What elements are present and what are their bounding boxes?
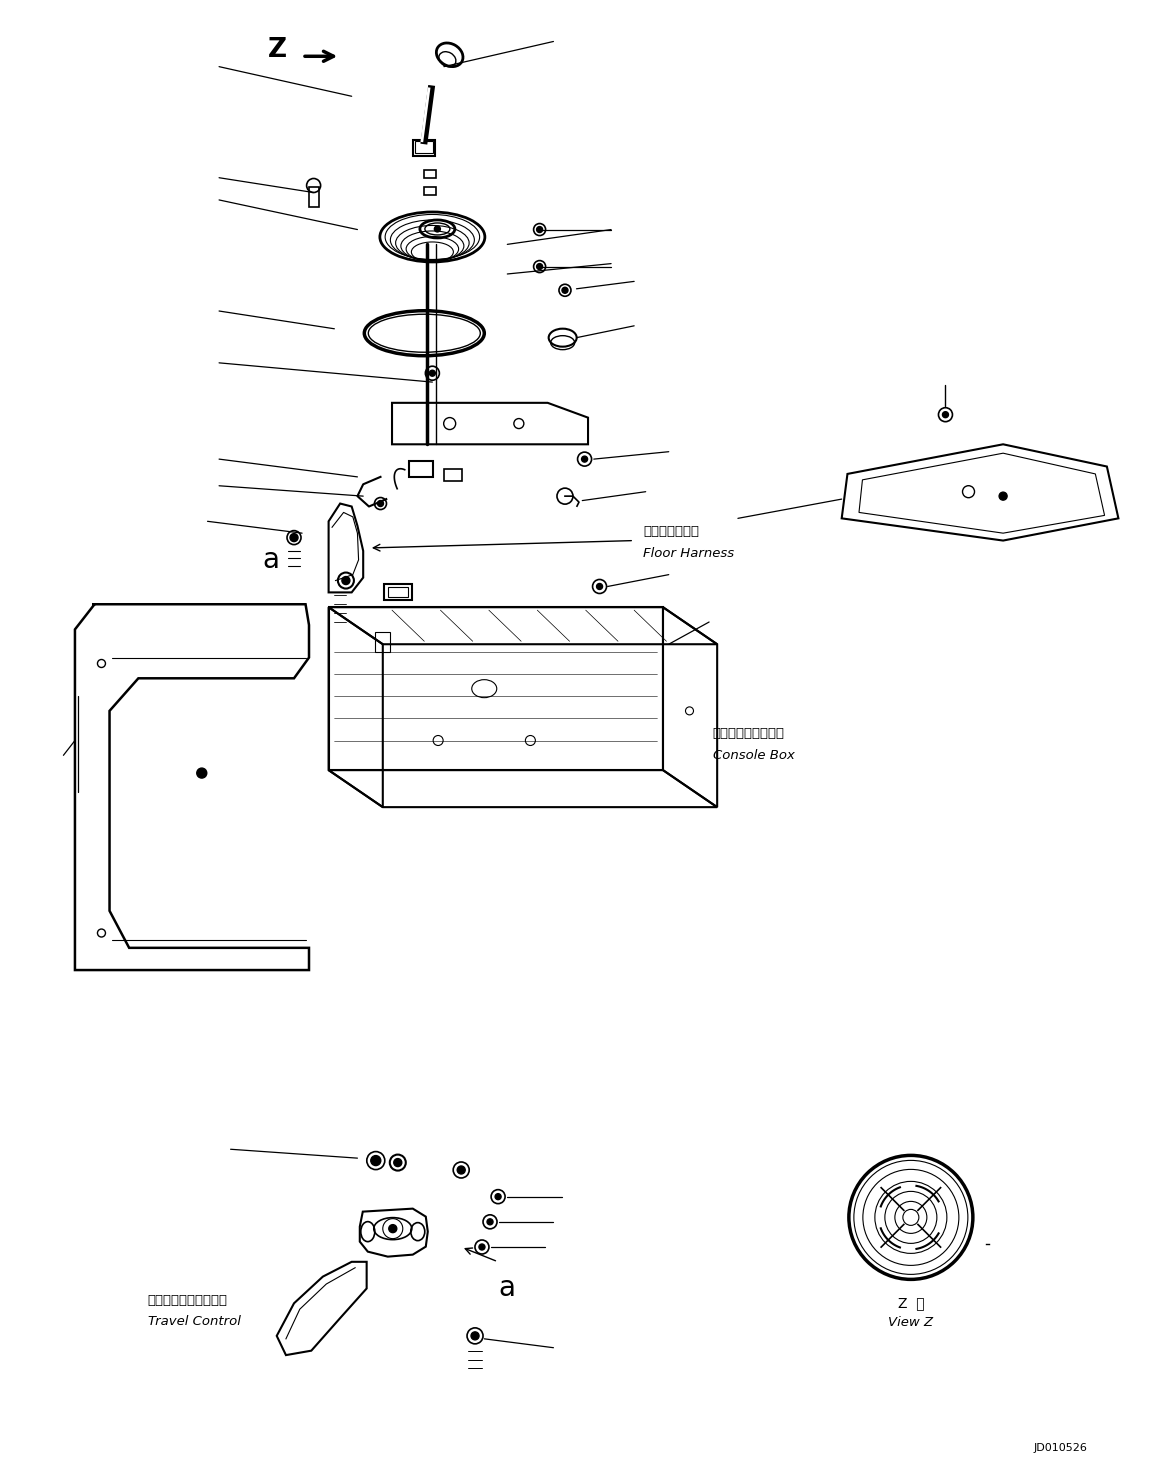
Text: Travel Control: Travel Control [148,1315,241,1327]
Bar [415,141,434,153]
Circle shape [429,370,436,376]
Circle shape [371,1155,380,1166]
Text: Console Box: Console Box [713,749,794,761]
Circle shape [1000,492,1007,501]
Circle shape [389,1225,397,1232]
Circle shape [472,1331,478,1340]
Circle shape [478,1244,485,1250]
Circle shape [394,1158,401,1167]
Bar [424,170,436,178]
Circle shape [536,264,543,270]
Text: View Z: View Z [888,1317,934,1328]
Circle shape [435,227,440,233]
Circle shape [495,1194,502,1200]
Bar [424,188,436,195]
Circle shape [197,769,206,778]
Text: JD010526: JD010526 [1034,1444,1087,1453]
Bar [387,588,408,597]
Bar [413,139,435,156]
Text: フロアハーネス: フロアハーネス [643,526,700,538]
Circle shape [458,1166,465,1174]
Bar [309,188,318,207]
Circle shape [377,501,384,507]
Circle shape [562,287,568,293]
Text: a: a [499,1275,515,1302]
Bar [384,585,412,600]
Circle shape [596,584,603,589]
Bar [444,469,462,481]
Circle shape [942,412,949,418]
Circle shape [536,227,543,233]
Text: Z: Z [267,37,286,64]
Bar [375,631,390,652]
Circle shape [342,576,349,585]
Text: コンソールボックス: コンソールボックス [713,727,784,739]
Circle shape [487,1219,493,1225]
Bar [409,462,432,477]
Text: Floor Harness: Floor Harness [643,548,734,560]
Text: Z  視: Z 視 [897,1296,925,1311]
Text: トラベルコントロール: トラベルコントロール [148,1294,227,1306]
Circle shape [291,533,297,542]
Text: a: a [263,546,279,573]
Circle shape [581,456,588,462]
